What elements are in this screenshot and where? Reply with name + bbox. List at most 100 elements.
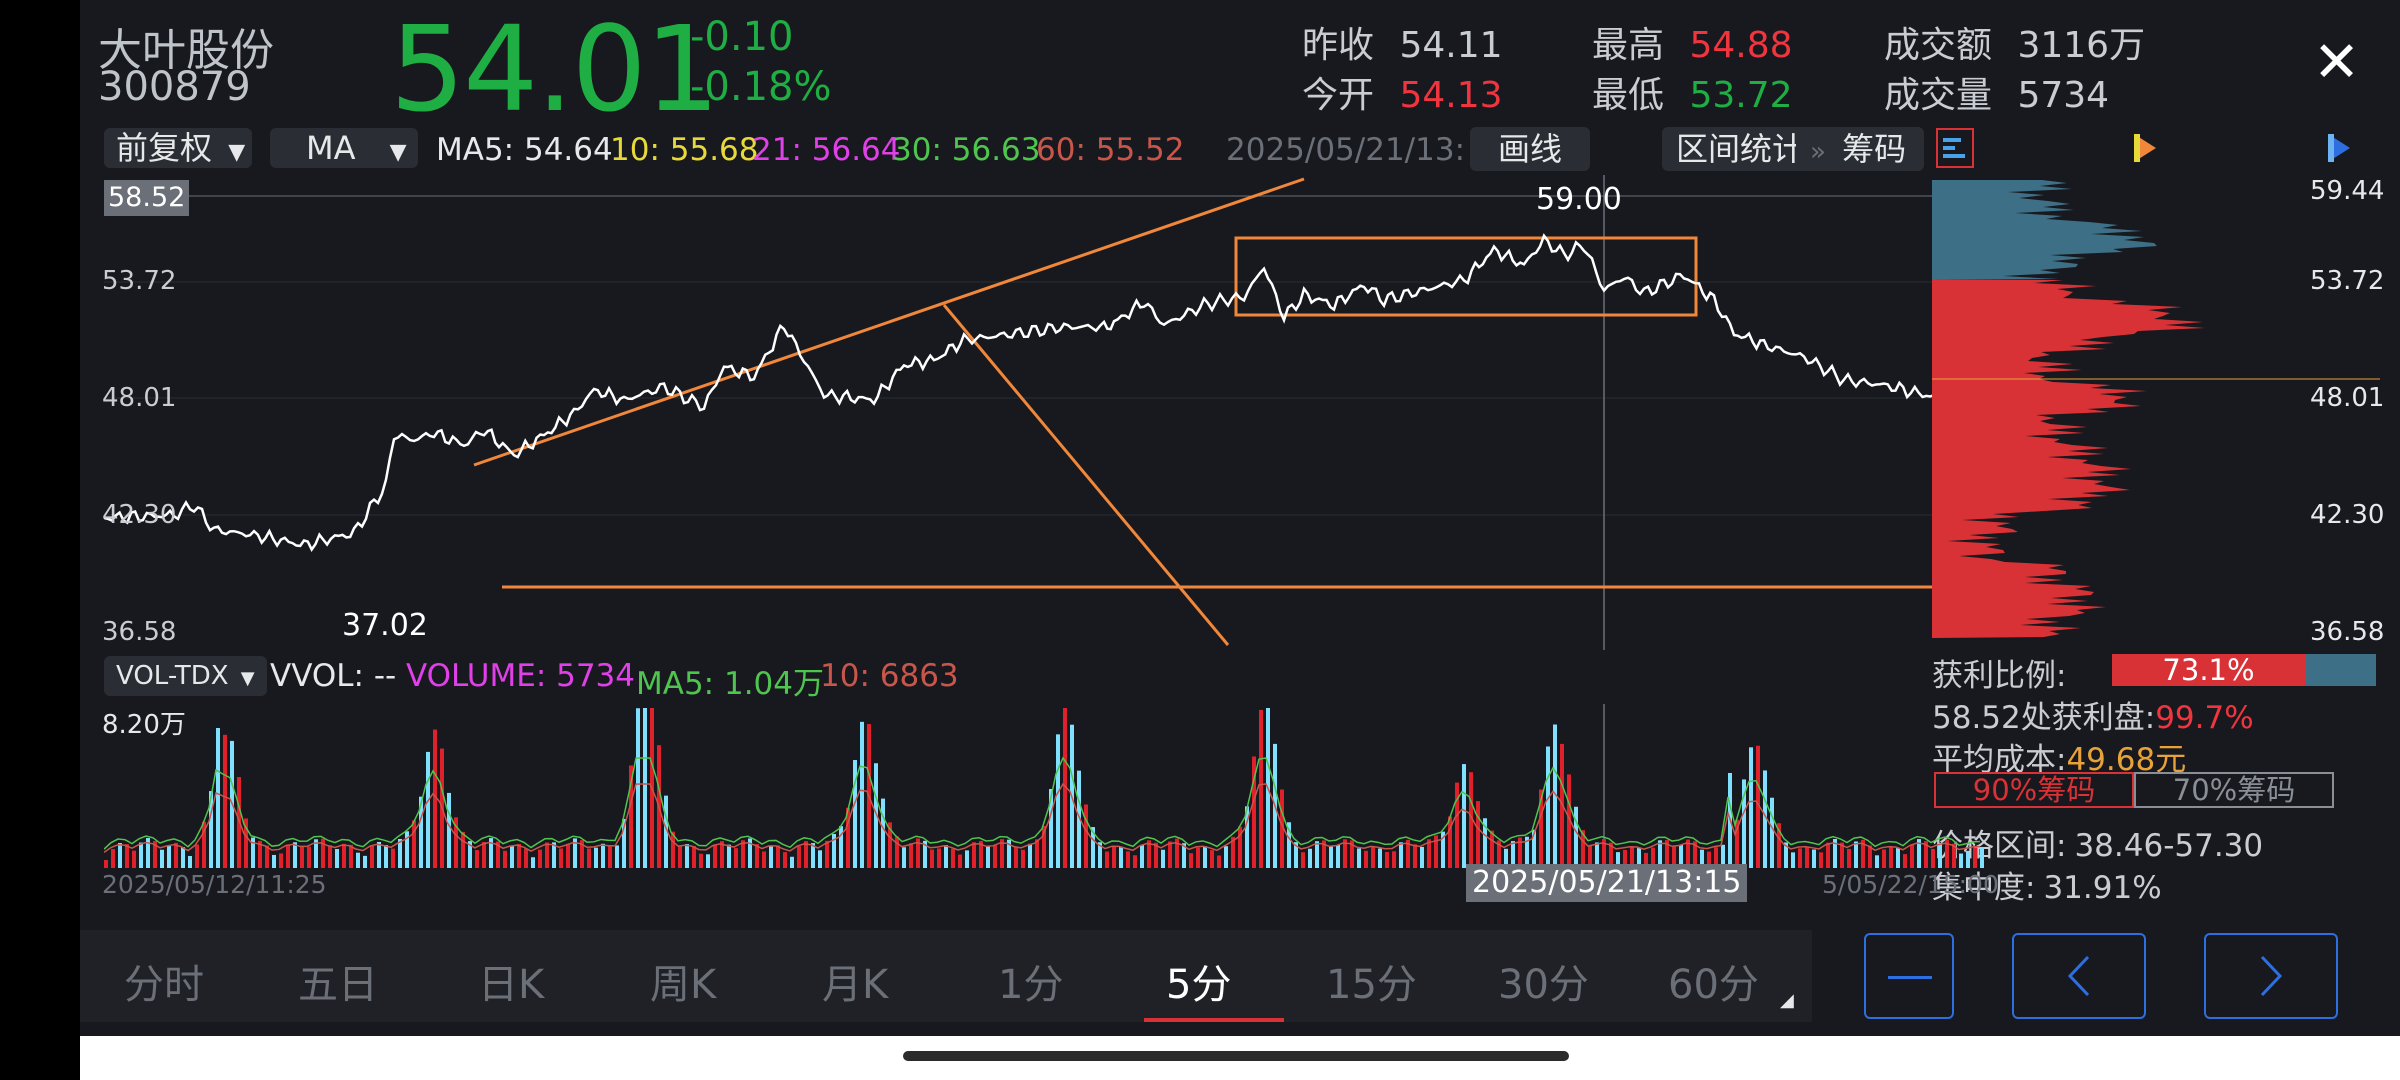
volume-bar [965,850,969,868]
volume-bar [1511,841,1515,868]
volume-bar [1980,847,1984,868]
volume-bar [1154,842,1158,868]
volume-bar [503,850,507,868]
volume-bar [895,836,899,868]
volume-bar [391,848,395,868]
next-button[interactable] [2204,933,2338,1019]
ma5-label: MA5: 54.64 [436,132,613,168]
volume-bar [1581,830,1585,868]
range-stats-button[interactable]: 区间统计 [1662,127,1814,171]
volume-bar [671,831,675,868]
volume-bar [1329,846,1333,868]
volume-bar [195,844,199,868]
tab-30min[interactable]: 30分 [1498,962,1589,1008]
volume-bar [1721,844,1725,868]
tab-15min[interactable]: 15分 [1326,962,1417,1008]
vol-ma5-label: MA5: 1.04万 [636,666,824,702]
volume-bar [1651,847,1655,868]
chip-flame-blue-icon[interactable] [2324,128,2354,168]
volume-bar [1910,844,1914,868]
volume-bar [209,791,213,868]
tab-five-day[interactable]: 五日 [298,962,378,1008]
volume-bar [1966,850,1970,868]
volume-bar [1553,724,1557,868]
tab-weekly[interactable]: 周K [650,962,717,1008]
tab-5min[interactable]: 5分 [1166,962,1232,1008]
home-indicator[interactable] [903,1051,1569,1061]
volume-bar [1504,848,1508,868]
high-label: 最高 [1592,25,1665,66]
volume-bar [1294,842,1298,868]
volume-bar [1588,845,1592,868]
volume-bar [426,751,430,868]
volume-bar [1014,847,1018,868]
volume-bar [1924,841,1928,868]
volume-bar [1812,849,1816,868]
volume-bar [958,854,962,868]
chip70-button[interactable]: 70%筹码 [2134,772,2334,808]
price-chart[interactable] [104,175,1996,650]
volume-bar [1882,849,1886,868]
more-corner-icon[interactable]: ◢ [1780,990,1794,1011]
volume-bar [132,850,136,868]
volume-bar [1441,831,1445,868]
volume-bar [454,817,458,868]
price-change: -0.10 [690,14,794,60]
volume-bar [776,845,780,868]
concentration-value: 31.91% [2043,870,2162,906]
volume-bar [1252,756,1256,868]
volume-bar [1861,839,1865,868]
volume-value: 5734 [2017,75,2110,116]
volume-bar [1616,852,1620,868]
volume-bar [377,841,381,868]
volume-bar [125,844,129,868]
tab-intraday[interactable]: 分时 [124,962,204,1008]
price-line [104,233,1996,552]
volume-bar [160,849,164,868]
volume-bar [461,831,465,868]
open: 今开 54.13 [1302,66,1503,118]
tab-1min[interactable]: 1分 [998,962,1064,1008]
tab-monthly[interactable]: 月K [822,962,889,1008]
volume-bar [1749,747,1753,868]
adjust-select[interactable]: 前复权 ▼ [104,128,252,168]
prev-button[interactable] [2012,933,2146,1019]
volume-bar [405,831,409,868]
volume-bar [685,844,689,868]
volume-bar [356,852,360,868]
profit-ratio-label: 获利比例: [1932,658,2067,694]
volume-indicator-select[interactable]: VOL-TDX ▼ [104,656,267,696]
prev-close: 昨收 54.11 [1302,16,1503,68]
volume-bar [258,840,262,868]
tab-60min[interactable]: 60分 [1668,962,1759,1008]
tab-daily[interactable]: 日K [478,962,545,1008]
zoom-out-button[interactable] [1864,933,1954,1019]
open-value: 54.13 [1399,75,1503,116]
volume-bar [538,849,542,868]
draw-line-button[interactable]: 画线 [1470,127,1590,171]
volume-bar [944,845,948,868]
volume-bar [1000,839,1004,868]
chip-flame-orange-icon[interactable] [2130,128,2160,168]
price-range-value: 38.46-57.30 [2074,828,2264,864]
trend-line-up [473,177,1305,467]
volume-bar [734,848,738,868]
chip90-button[interactable]: 90%筹码 [1934,772,2134,808]
close-icon[interactable]: ✕ [2313,30,2360,95]
volume-bar [1483,818,1487,868]
ma-select[interactable]: MA ▼ [270,128,418,168]
crosshair-price-tag: 58.52 [104,180,190,216]
volume-bar [1784,842,1788,868]
volume-bar [447,792,451,868]
volume-bar [1672,846,1676,868]
volume-label: 成交量 [1884,75,1993,116]
volume-bar [475,850,479,868]
volume-chart[interactable] [104,704,1996,872]
chips-button[interactable]: » 筹码 [1796,127,1924,171]
chip-y-label-53-72: 53.72 [2310,266,2385,296]
volume-bar [1455,782,1459,868]
volume-bar [1532,829,1536,868]
volume-bar [916,838,920,868]
chip-distribution-icon[interactable] [1936,128,1974,168]
volume-bar [1098,842,1102,868]
